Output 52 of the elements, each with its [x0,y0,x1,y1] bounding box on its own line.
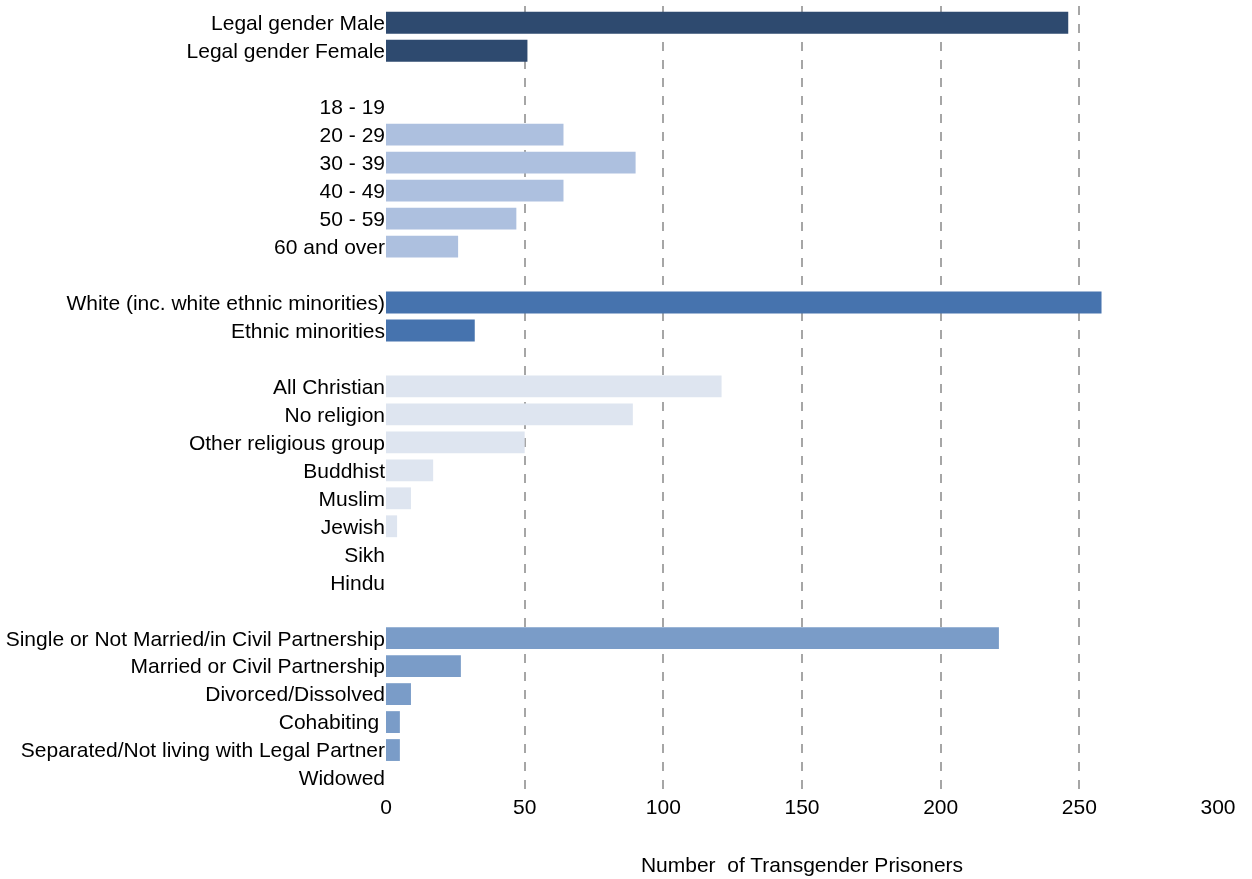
y-tick-label: 20 - 29 [319,123,385,147]
x-tick-label: 250 [1061,795,1097,818]
y-tick-label: Other religious group [188,430,385,454]
bar [386,515,398,538]
bar [386,711,400,733]
y-tick-label: Widowed [298,766,385,790]
x-tick-label: 100 [645,795,681,818]
y-tick-label: Single or Not Married/in Civil Partnership [5,626,385,650]
y-tick-label: Ethnic minorities [230,318,385,342]
y-tick-label: 30 - 39 [319,150,385,174]
y-tick-label: Married or Civil Partnership [130,654,385,678]
bar [386,319,475,342]
bar [386,459,434,482]
y-tick-label: Buddhist [303,458,386,482]
bar [386,39,528,62]
y-tick-label: 60 and over [274,234,385,258]
y-tick-label: 40 - 49 [319,178,385,202]
bar [386,627,999,650]
bar [386,431,525,454]
bar [386,739,400,761]
bar [386,151,636,174]
y-tick-label: Legal gender Female [186,39,385,63]
bar [386,291,1102,314]
x-tick-label: 150 [784,795,820,818]
bar [386,403,633,426]
y-tick-label: White (inc. white ethnic minorities) [66,290,385,314]
y-tick-label: All Christian [272,374,385,398]
y-tick-label: Divorced/Dissolved [205,682,385,706]
x-tick-label: 0 [380,795,392,818]
bar [386,179,564,202]
y-tick-label: 50 - 59 [319,206,385,230]
x-tick-label: 200 [923,795,959,818]
y-tick-label: 18 - 19 [319,95,385,119]
y-tick-label: Hindu [330,570,385,594]
bar [386,683,411,706]
x-tick-label: 50 [512,795,537,818]
y-tick-label: Muslim [318,486,385,510]
bar [386,207,517,230]
y-tick-label: Jewish [320,514,385,538]
y-tick-label: Legal gender Male [211,11,385,35]
bar [386,235,459,258]
y-tick-label: Cohabiting [278,710,385,734]
y-tick-label: Sikh [344,542,385,566]
bar [386,375,722,398]
y-tick-label: Separated/Not living with Legal Partner [20,738,385,762]
bar [386,123,564,146]
x-tick-label: 300 [1200,795,1236,818]
x-axis-title: Number of Transgender Prisoners [640,853,964,877]
y-tick-label: No religion [284,402,385,426]
bar [386,655,461,678]
bar [386,11,1069,34]
bar [386,487,411,510]
